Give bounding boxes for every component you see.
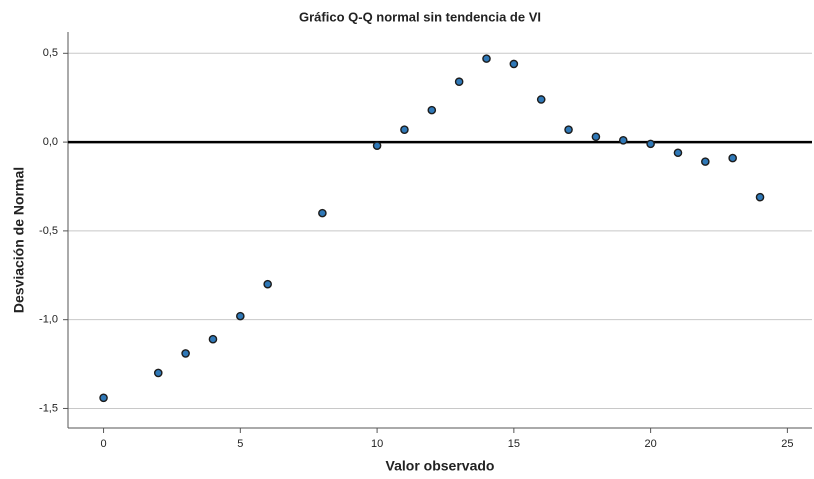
point xyxy=(263,279,272,289)
x-axis-label: Valor observado xyxy=(386,458,495,474)
point xyxy=(701,157,710,166)
point xyxy=(181,349,190,358)
point xyxy=(454,77,464,87)
point xyxy=(673,148,683,158)
chart-title: Gráfico Q-Q normal sin tendencia de VI xyxy=(299,9,541,24)
x-tick-label: 20 xyxy=(644,438,656,450)
point xyxy=(427,105,437,115)
x-tick-label: 15 xyxy=(508,438,520,450)
y-axis-label: Desviación de Normal xyxy=(11,167,27,313)
y-tick-label: -0,5 xyxy=(39,225,58,237)
point xyxy=(208,334,218,344)
x-tick-label: 0 xyxy=(100,438,106,450)
point xyxy=(509,59,519,69)
point xyxy=(646,139,655,149)
y-tick-label: 0,0 xyxy=(43,136,58,148)
point xyxy=(153,368,163,378)
x-tick-label: 5 xyxy=(237,438,243,450)
point xyxy=(236,311,245,321)
x-tick-label: 25 xyxy=(781,438,793,450)
point xyxy=(99,393,108,403)
point xyxy=(618,136,628,145)
point xyxy=(755,192,765,202)
y-tick-label: -1,5 xyxy=(39,402,58,414)
point xyxy=(372,141,382,150)
point xyxy=(536,95,546,104)
point xyxy=(728,153,737,163)
point xyxy=(318,208,327,218)
point xyxy=(564,125,573,134)
point xyxy=(400,125,409,134)
point xyxy=(591,132,601,142)
y-tick-label: -1,0 xyxy=(39,314,58,326)
y-tick-label: 0,5 xyxy=(43,47,58,59)
point xyxy=(482,54,491,63)
x-tick-label: 10 xyxy=(371,438,383,450)
